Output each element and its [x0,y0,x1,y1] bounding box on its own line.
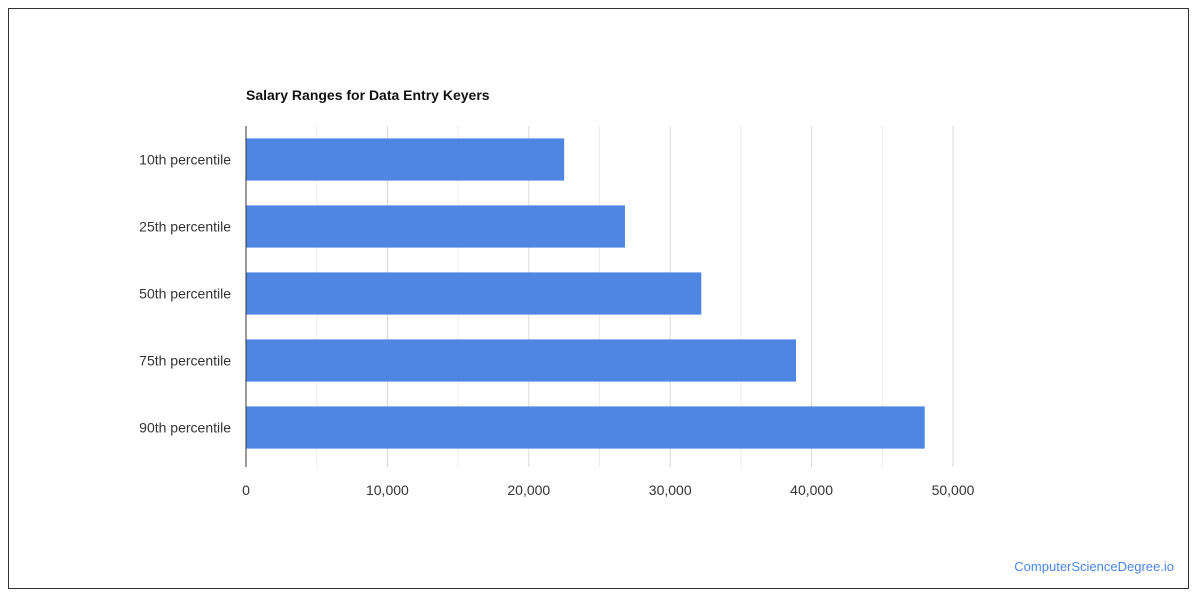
category-label: 10th percentile [139,152,231,168]
bar-90th-percentile [246,406,925,449]
bar-50th-percentile [246,272,702,315]
bar-25th-percentile [246,205,625,248]
category-label: 90th percentile [139,420,231,436]
x-tick-label: 50,000 [932,482,975,498]
category-label: 75th percentile [139,353,231,369]
x-tick-label: 20,000 [507,482,550,498]
bar-75th-percentile [246,339,797,382]
watermark-link[interactable]: ComputerScienceDegree.io [1014,559,1174,574]
x-tick-label: 0 [242,482,250,498]
category-label: 50th percentile [139,286,231,302]
x-tick-label: 10,000 [366,482,409,498]
category-label: 25th percentile [139,219,231,235]
x-tick-label: 30,000 [649,482,692,498]
bar-chart: Salary Ranges for Data Entry Keyers 10th … [139,87,975,498]
bar-10th-percentile [246,138,565,181]
chart-title: Salary Ranges for Data Entry Keyers [246,87,490,103]
chart-frame: Salary Ranges for Data Entry Keyers 10th … [8,8,1189,589]
x-tick-label: 40,000 [790,482,833,498]
